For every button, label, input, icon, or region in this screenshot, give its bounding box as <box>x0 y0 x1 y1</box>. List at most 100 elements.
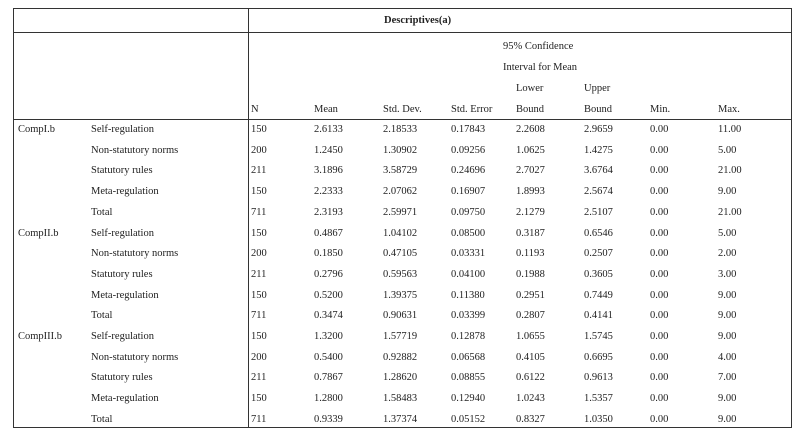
cell-max: 4.00 <box>718 351 737 363</box>
group-label: CompI.b <box>18 124 56 135</box>
cell-std-error: 0.17843 <box>451 124 486 135</box>
cell-lower-bound: 1.8993 <box>516 186 545 198</box>
header-upper: Upper <box>584 83 611 94</box>
cell-min: 0.00 <box>650 248 669 260</box>
row-label: Self-regulation <box>91 331 154 342</box>
cell-min: 0.00 <box>650 331 669 342</box>
cell-min: 0.00 <box>650 393 669 405</box>
cell-lower-bound: 0.4105 <box>516 351 545 363</box>
header-max: Max. <box>718 104 740 115</box>
cell-n: 211 <box>251 268 267 280</box>
row-label: Statutory rules <box>91 165 153 177</box>
cell-min: 0.00 <box>650 206 669 218</box>
cell-std-dev: 0.59563 <box>383 268 418 280</box>
cell-std-error: 0.11380 <box>451 289 485 301</box>
header-std-dev: Std. Dev. <box>383 104 422 115</box>
cell-mean: 2.3193 <box>314 206 343 218</box>
cell-mean: 2.2333 <box>314 186 343 198</box>
cell-upper-bound: 2.9659 <box>584 124 613 135</box>
cell-upper-bound: 2.5107 <box>584 206 613 218</box>
header-ci-line1: 95% Confidence <box>503 41 574 52</box>
row-label: Meta-regulation <box>91 186 159 198</box>
cell-min: 0.00 <box>650 268 669 280</box>
cell-std-dev: 1.30902 <box>383 144 418 156</box>
cell-max: 5.00 <box>718 144 737 156</box>
cell-mean: 0.4867 <box>314 227 343 239</box>
cell-std-dev: 2.07062 <box>383 186 418 198</box>
cell-std-dev: 0.90631 <box>383 310 418 322</box>
cell-min: 0.00 <box>650 186 669 198</box>
cell-upper-bound: 3.6764 <box>584 165 613 177</box>
cell-max: 2.00 <box>718 248 737 260</box>
cell-std-error: 0.08855 <box>451 372 486 384</box>
cell-max: 21.00 <box>718 165 742 177</box>
cell-lower-bound: 0.6122 <box>516 372 545 384</box>
cell-std-dev: 2.59971 <box>383 206 418 218</box>
descriptives-table: Descriptives(a) 95% Confidence Interval … <box>13 8 792 428</box>
row-label: Total <box>91 310 113 322</box>
cell-lower-bound: 1.0625 <box>516 144 545 156</box>
cell-max: 11.00 <box>718 124 742 135</box>
cell-std-error: 0.24696 <box>451 165 486 177</box>
cell-upper-bound: 0.7449 <box>584 289 613 301</box>
row-label: Total <box>91 206 113 218</box>
cell-min: 0.00 <box>650 144 669 156</box>
cell-max: 9.00 <box>718 331 737 342</box>
cell-std-error: 0.16907 <box>451 186 486 198</box>
cell-upper-bound: 0.9613 <box>584 372 613 384</box>
cell-max: 9.00 <box>718 310 737 322</box>
cell-lower-bound: 0.1988 <box>516 268 545 280</box>
cell-std-error: 0.09750 <box>451 206 486 218</box>
cell-n: 150 <box>251 227 267 239</box>
cell-min: 0.00 <box>650 372 669 384</box>
cell-mean: 1.2450 <box>314 144 343 156</box>
header-upper-bound: Bound <box>584 104 613 115</box>
cell-upper-bound: 0.3605 <box>584 268 613 280</box>
cell-min: 0.00 <box>650 124 669 135</box>
cell-mean: 0.1850 <box>314 248 343 260</box>
cell-upper-bound: 0.2507 <box>584 248 613 260</box>
cell-std-dev: 3.58729 <box>383 165 418 177</box>
cell-std-dev: 1.37374 <box>383 413 418 425</box>
row-label: Statutory rules <box>91 372 153 384</box>
cell-mean: 0.5200 <box>314 289 343 301</box>
table-title: Descriptives(a) <box>384 15 452 26</box>
cell-mean: 1.3200 <box>314 331 343 342</box>
cell-upper-bound: 1.4275 <box>584 144 613 156</box>
group-label: CompII.b <box>18 227 59 239</box>
row-label: Non-statutory norms <box>91 351 179 363</box>
cell-n: 200 <box>251 144 267 156</box>
header-lower: Lower <box>516 83 544 94</box>
cell-upper-bound: 2.5674 <box>584 186 613 198</box>
header-lower-bound: Bound <box>516 104 545 115</box>
cell-std-error: 0.06568 <box>451 351 486 363</box>
cell-mean: 3.1896 <box>314 165 343 177</box>
cell-n: 150 <box>251 124 267 135</box>
cell-max: 9.00 <box>718 413 737 425</box>
cell-lower-bound: 0.3187 <box>516 227 545 239</box>
cell-n: 150 <box>251 331 267 342</box>
row-label: Meta-regulation <box>91 393 159 405</box>
cell-max: 5.00 <box>718 227 737 239</box>
cell-lower-bound: 2.1279 <box>516 206 545 218</box>
cell-std-error: 0.05152 <box>451 413 486 425</box>
cell-n: 211 <box>251 165 267 177</box>
cell-lower-bound: 1.0655 <box>516 331 545 342</box>
cell-upper-bound: 0.6695 <box>584 351 613 363</box>
cell-upper-bound: 0.4141 <box>584 310 613 322</box>
cell-lower-bound: 0.1193 <box>516 248 545 260</box>
cell-lower-bound: 0.2951 <box>516 289 545 301</box>
cell-max: 9.00 <box>718 393 737 405</box>
header-ci-line2: Interval for Mean <box>503 62 578 73</box>
cell-std-dev: 2.18533 <box>383 124 418 135</box>
cell-lower-bound: 0.8327 <box>516 413 545 425</box>
cell-std-dev: 1.39375 <box>383 289 418 301</box>
cell-max: 9.00 <box>718 289 737 301</box>
title-divider <box>14 32 791 33</box>
cell-max: 9.00 <box>718 186 737 198</box>
cell-std-dev: 1.57719 <box>383 331 418 342</box>
cell-std-dev: 1.04102 <box>383 227 418 239</box>
cell-mean: 0.3474 <box>314 310 343 322</box>
cell-lower-bound: 0.2807 <box>516 310 545 322</box>
cell-mean: 0.9339 <box>314 413 343 425</box>
